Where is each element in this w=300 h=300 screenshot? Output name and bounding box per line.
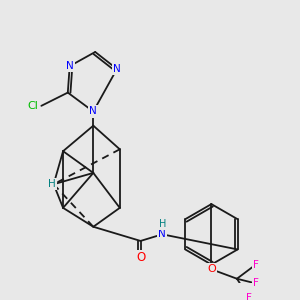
Text: H: H: [159, 219, 166, 229]
Text: Cl: Cl: [28, 101, 38, 111]
Text: N: N: [66, 61, 74, 71]
Text: N: N: [158, 229, 166, 239]
Text: O: O: [207, 264, 216, 274]
Text: N: N: [89, 106, 97, 116]
Text: H: H: [48, 179, 56, 189]
Text: N: N: [113, 64, 121, 74]
Text: F: F: [253, 278, 259, 288]
Text: F: F: [246, 292, 252, 300]
Text: O: O: [136, 251, 145, 264]
Text: F: F: [253, 260, 259, 270]
